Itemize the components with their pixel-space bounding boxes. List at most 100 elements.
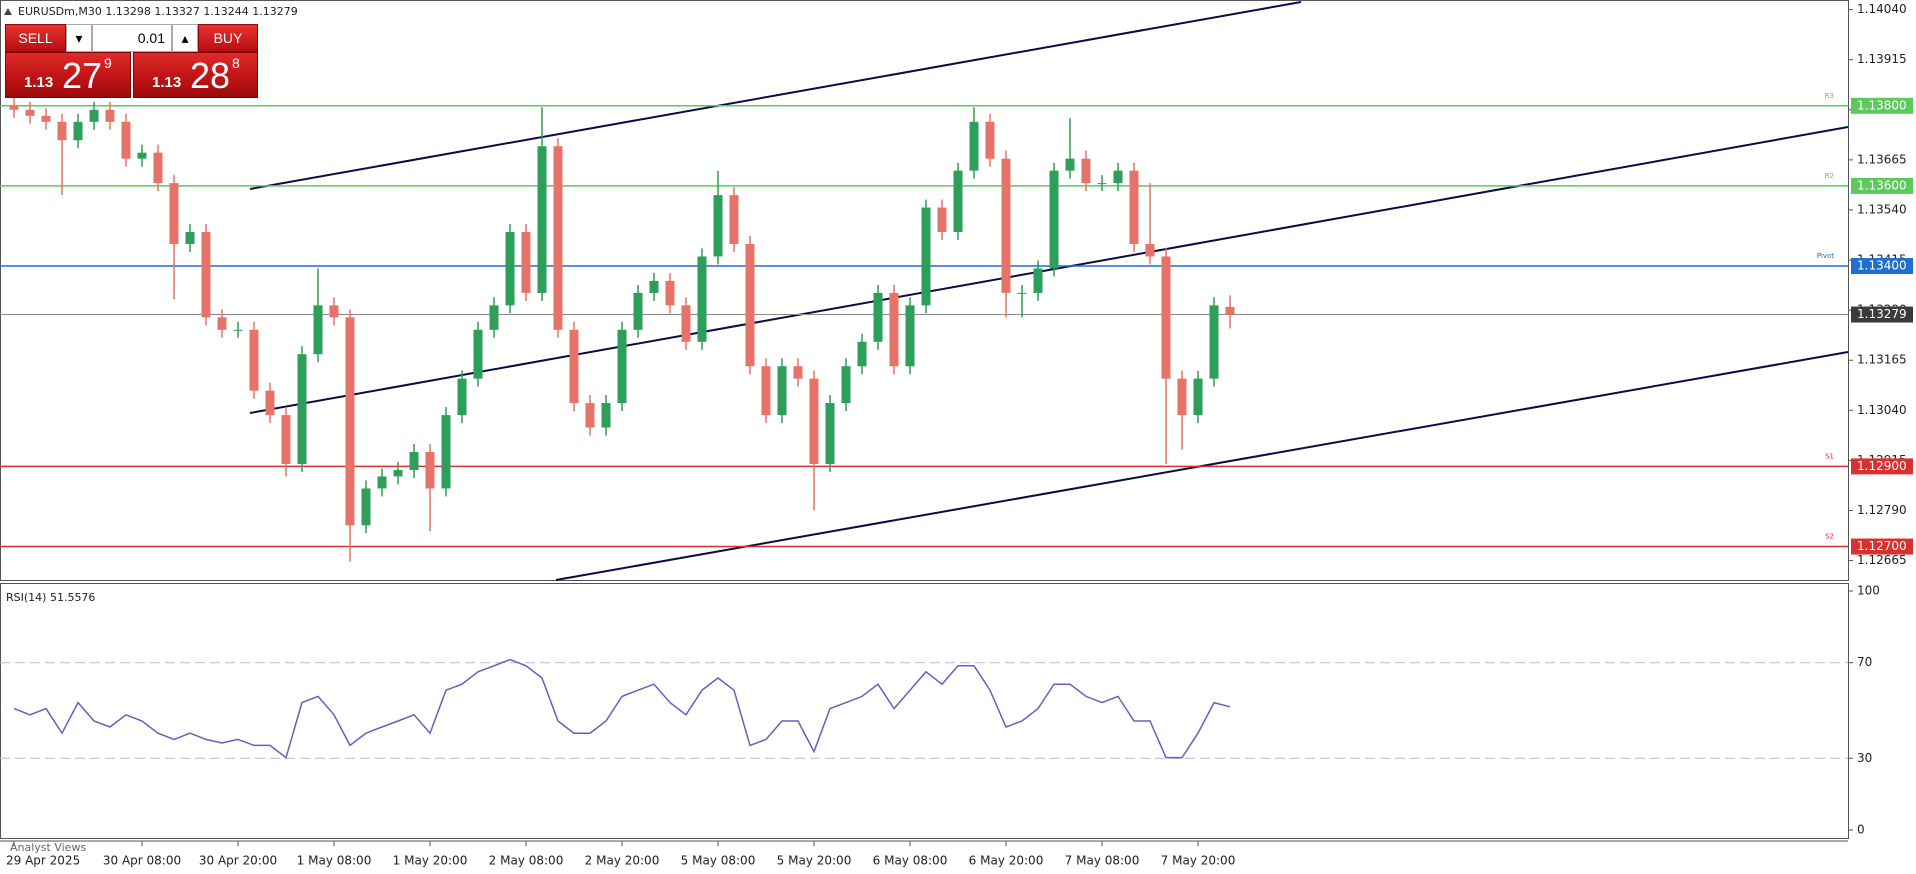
candle-body [681,305,691,342]
candle-body [889,292,899,367]
candle-body [361,488,371,526]
x-tick-label: 2 May 20:00 [585,854,660,868]
y-tick-label: 30 [1857,751,1872,765]
y-tick-label: 1.13540 [1857,202,1907,216]
candle-body [1033,268,1043,293]
sell-price-small: 9 [104,55,112,71]
x-tick-label: 1 May 08:00 [297,854,372,868]
buy-price-big: 1.13 [152,74,182,91]
sell-price-box[interactable]: 1.13 27 9 [5,52,131,98]
candle-body [697,256,707,342]
candle-body [57,121,67,141]
candle-body [1017,292,1027,294]
level-name: Pivot [1817,252,1834,260]
buy-price-box[interactable]: 1.13 28 8 [133,52,258,98]
level-price-box [1851,177,1913,194]
candle-body [9,105,19,110]
candle-body [1097,183,1107,185]
candle-body [761,366,771,416]
y-tick-label: 70 [1857,655,1872,669]
level-name: R2 [1825,172,1834,180]
candle-body [1193,378,1203,416]
candle-body [169,183,179,245]
level-price-label: 1.12700 [1857,539,1907,553]
candle-body [73,121,83,141]
level-price-box [1851,258,1913,275]
candle-body [729,195,739,245]
x-tick-label: 1 May 20:00 [393,854,468,868]
candle-body [1225,306,1235,315]
level-price-box [1851,458,1913,475]
candle-body [649,280,659,293]
candle-body [457,378,467,416]
candle-body [569,329,579,404]
candle-body [329,305,339,318]
y-tick-label: 1.13040 [1857,403,1907,417]
candle-body [265,390,275,416]
candle-body [809,378,819,465]
candle-body [489,305,499,330]
candle-body [905,305,915,367]
candle-body [297,354,307,465]
candle-body [633,292,643,330]
candle-body [617,329,627,404]
channel-line-middle [249,126,1849,414]
candle-body [377,476,387,489]
candle-body [249,329,259,391]
indicator-title: RSI(14) 51.5576 [6,591,95,604]
x-tick-label: 7 May 08:00 [1065,854,1140,868]
level-name: S2 [1825,533,1834,541]
current-price-box [1851,306,1913,323]
x-tick-label: 29 Apr 2025 [6,854,80,868]
buy-button[interactable]: BUY [198,24,258,52]
level-price-label: 1.13600 [1857,178,1907,192]
sell-price-main: 27 [62,55,103,96]
candle-body [937,207,947,233]
level-price-box [1851,97,1913,114]
candle-body [345,317,355,526]
candle-body [313,305,323,355]
analyst-views-tab[interactable]: Analyst Views [10,841,86,854]
y-tick-label: 1.13665 [1857,152,1907,166]
collapse-icon[interactable] [4,8,12,15]
candle-body [1081,158,1091,184]
x-tick-label: 5 May 08:00 [681,854,756,868]
candle-body [217,317,227,330]
lot-decrease[interactable]: ▾ [66,24,92,52]
x-tick-label: 6 May 08:00 [873,854,948,868]
candle-body [601,403,611,428]
candle-body [1001,158,1011,293]
channel-line-upper [249,1,1302,190]
candle-body [409,451,419,471]
y-tick-label: 1.12665 [1857,553,1907,567]
y-tick-label: 100 [1857,584,1880,598]
candle-body [537,146,547,293]
x-tick-label: 5 May 20:00 [777,854,852,868]
y-tick-label: 1.12790 [1857,503,1907,517]
buy-price-main: 28 [190,55,231,96]
candle-body [969,121,979,171]
candle-body [777,366,787,416]
candle-body [1145,244,1155,257]
candle-body [1113,170,1123,184]
sell-price-big: 1.13 [24,74,54,91]
candle-body [185,232,195,245]
candle-body [1177,378,1187,416]
level-price-label: 1.13400 [1857,259,1907,273]
x-tick-label: 7 May 20:00 [1161,854,1236,868]
marks-layer [9,97,1235,759]
lot-increase[interactable]: ▴ [172,24,198,52]
sell-button[interactable]: SELL [5,24,66,52]
candle-body [553,146,563,330]
level-price-label: 1.13800 [1857,98,1907,112]
candle-body [713,195,723,257]
candle-body [441,415,451,489]
level-name: S1 [1825,452,1834,460]
candle-body [1209,305,1219,379]
symbol-info: EURUSDm,M30 1.13298 1.13327 1.13244 1.13… [18,5,298,18]
candle-body [153,152,163,184]
lot-input[interactable]: 0.01 [92,24,172,52]
level-name: R3 [1825,92,1834,100]
candle-body [41,115,51,122]
